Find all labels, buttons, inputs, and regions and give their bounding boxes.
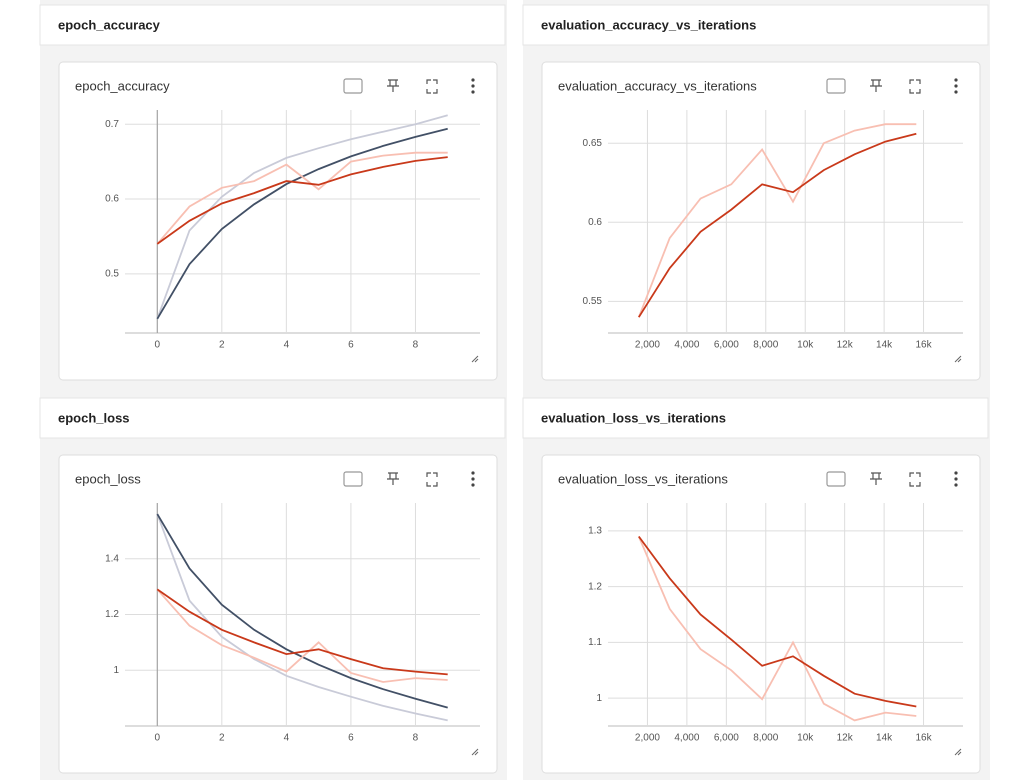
x-tick-label: 6: [348, 733, 354, 744]
fit-domain-button[interactable]: [343, 78, 363, 94]
x-tick-label: 2: [219, 733, 225, 744]
menu-button-dot[interactable]: [954, 84, 958, 88]
resize-handle[interactable]: [954, 748, 962, 756]
y-tick-label: 1: [596, 693, 602, 704]
y-tick-label: 0.55: [583, 296, 603, 307]
pin-button[interactable]: [387, 79, 399, 92]
x-tick-label: 16k: [915, 340, 932, 351]
chart-title: evaluation_loss_vs_iterations: [558, 471, 728, 486]
section-header: [522, 4, 989, 46]
y-tick-label: 1.2: [105, 609, 119, 620]
fit-domain-button[interactable]: [826, 471, 846, 487]
series-line: [637, 536, 917, 722]
x-tick-label: 2: [219, 340, 225, 351]
x-tick-label: 8: [413, 340, 419, 351]
fit-domain-button[interactable]: [343, 471, 363, 487]
x-tick-label: 8: [413, 733, 419, 744]
fit-domain-button[interactable]: [826, 78, 846, 94]
y-tick-label: 1.4: [105, 553, 119, 564]
series-line: [156, 151, 448, 245]
y-tick-label: 1.3: [588, 526, 602, 537]
x-tick-label: 12k: [837, 733, 854, 744]
fullscreen-button[interactable]: [426, 79, 438, 94]
x-tick-label: 8,000: [753, 733, 778, 744]
x-tick-label: 14k: [876, 340, 893, 351]
chart-title: epoch_loss: [75, 471, 141, 486]
menu-button-dot[interactable]: [954, 90, 958, 94]
x-tick-label: 4: [284, 340, 290, 351]
y-tick-label: 0.6: [588, 217, 602, 228]
series-line: [638, 132, 917, 318]
chart-card: [541, 61, 981, 381]
menu-button-dot[interactable]: [471, 477, 475, 481]
section-heading: evaluation_loss_vs_iterations: [541, 410, 726, 425]
series-line: [156, 156, 448, 245]
menu-button-dot[interactable]: [954, 471, 958, 475]
menu-button-dot[interactable]: [954, 78, 958, 82]
chart-card: [58, 61, 498, 381]
series-line: [156, 588, 448, 676]
y-tick-label: 0.65: [583, 138, 603, 149]
y-tick-label: 1.1: [588, 637, 602, 648]
series-line: [637, 123, 917, 318]
x-tick-label: 14k: [876, 733, 893, 744]
x-tick-label: 16k: [915, 733, 932, 744]
menu-button-dot[interactable]: [471, 78, 475, 82]
fullscreen-button[interactable]: [909, 472, 921, 487]
x-tick-label: 2,000: [635, 340, 660, 351]
resize-handle[interactable]: [471, 355, 479, 363]
toolbar: [343, 471, 475, 487]
series-line: [156, 588, 448, 683]
pin-button[interactable]: [870, 472, 882, 485]
x-tick-label: 12k: [837, 340, 854, 351]
resize-handle[interactable]: [954, 355, 962, 363]
y-tick-label: 1: [113, 665, 119, 676]
x-tick-label: 0: [154, 340, 160, 351]
y-tick-label: 1.2: [588, 581, 602, 592]
menu-button-dot[interactable]: [954, 477, 958, 481]
x-tick-label: 4,000: [674, 340, 699, 351]
y-tick-label: 0.5: [105, 269, 119, 280]
x-tick-label: 6,000: [714, 733, 739, 744]
x-tick-label: 8,000: [753, 340, 778, 351]
toolbar: [826, 471, 958, 487]
x-tick-label: 6,000: [714, 340, 739, 351]
chart-title: epoch_accuracy: [75, 78, 170, 93]
menu-button-dot[interactable]: [471, 90, 475, 94]
y-tick-label: 0.7: [105, 119, 119, 130]
toolbar: [343, 78, 475, 94]
section-header: [522, 397, 989, 439]
menu-button-dot[interactable]: [471, 84, 475, 88]
menu-button-dot[interactable]: [471, 483, 475, 487]
y-tick-label: 0.6: [105, 194, 119, 205]
toolbar: [826, 78, 958, 94]
fullscreen-button[interactable]: [909, 79, 921, 94]
section-header: [39, 4, 506, 46]
chart-title: evaluation_accuracy_vs_iterations: [558, 78, 757, 93]
resize-handle[interactable]: [471, 748, 479, 756]
series-line: [156, 114, 448, 320]
x-tick-label: 2,000: [635, 733, 660, 744]
section-header: [39, 397, 506, 439]
pin-button[interactable]: [870, 79, 882, 92]
pin-button[interactable]: [387, 472, 399, 485]
x-tick-label: 4: [284, 733, 290, 744]
x-tick-label: 4,000: [674, 733, 699, 744]
x-tick-label: 6: [348, 340, 354, 351]
x-tick-label: 10k: [797, 733, 814, 744]
x-tick-label: 10k: [797, 340, 814, 351]
section-heading: epoch_loss: [58, 410, 130, 425]
menu-button-dot[interactable]: [471, 471, 475, 475]
fullscreen-button[interactable]: [426, 472, 438, 487]
menu-button-dot[interactable]: [954, 483, 958, 487]
section-heading: evaluation_accuracy_vs_iterations: [541, 17, 756, 32]
series-line: [156, 513, 448, 722]
series-line: [638, 535, 917, 708]
section-heading: epoch_accuracy: [58, 17, 161, 32]
chart-card: [541, 454, 981, 774]
x-tick-label: 0: [154, 733, 160, 744]
